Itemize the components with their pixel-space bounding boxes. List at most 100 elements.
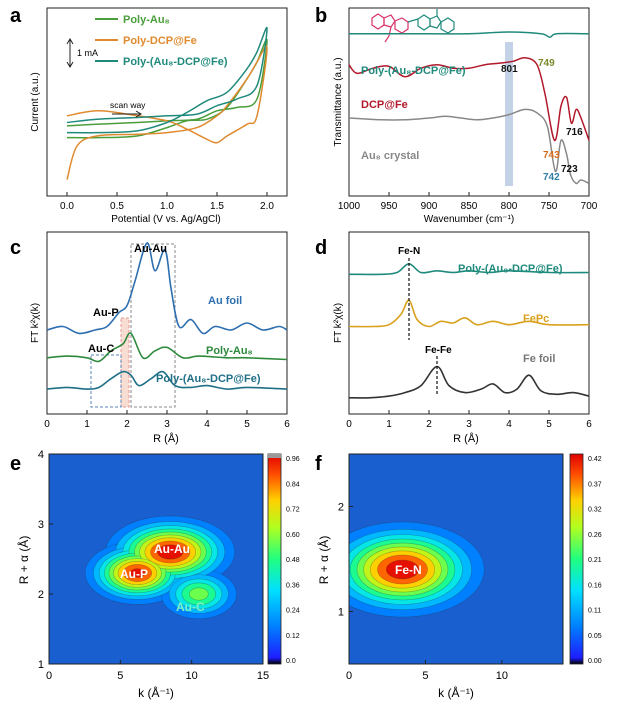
panel-a-series — [66, 26, 268, 180]
e-contour-au-c-4 — [189, 587, 209, 601]
panel-c-xlabel: R (Å) — [153, 432, 179, 445]
panel-f-colorbar — [569, 453, 584, 665]
panel-c: c 0 1 2 3 4 5 6 R (Å) FT k²χ(k) Au-Au Au-P Au-… — [10, 231, 290, 445]
a-xticks-label-1-0: 1.0 — [160, 201, 174, 212]
panel-a: a 0.0 0.5 1.0 1.5 2.0 Potential (V vs. Ag/Ag… — [10, 5, 288, 225]
e-cbticks-label-6: 0.24 — [286, 608, 300, 615]
label-au8-crystal: Au₈ crystal — [361, 150, 419, 162]
cv-loop-poly-dcp-fe — [66, 45, 268, 180]
a-xticks-label-2-0: 2.0 — [260, 201, 274, 212]
exafs-line-poly-au-dcp-fe — [46, 370, 288, 390]
d-xticks-label-6: 6 — [586, 419, 592, 430]
legend-label-poly-dcp-fe: Poly-DCP@Fe — [123, 35, 197, 47]
e-ticks-x-label-5: 5 — [117, 670, 123, 682]
d-xticks-label-0: 0 — [346, 419, 352, 430]
f-cbticks-label-7: 0.05 — [588, 633, 602, 640]
b-xticks-label-950: 950 — [381, 201, 398, 212]
panel-a-ylabel: Current (a.u.) — [30, 72, 41, 131]
f-cbticks-label-8: 0.00 — [588, 658, 602, 665]
label-fe-n: Fe-N — [398, 246, 420, 257]
molecule-structure-icon — [371, 9, 455, 43]
region-box-au-p — [120, 317, 130, 408]
ftir-line-au-crystal — [348, 108, 590, 185]
d-xticks-label-4: 4 — [506, 419, 512, 430]
a-xticks-label-0-0: 0.0 — [60, 201, 74, 212]
f-ticks-x-label-10: 10 — [496, 670, 508, 682]
peak-723: 723 — [561, 164, 578, 175]
f-ticks-y-label-1: 1 — [338, 607, 344, 619]
panel-e-colorbar-ticks: 0.96 0.84 0.72 0.60 0.48 0.36 0.24 0.12 0.0 — [286, 456, 300, 665]
ftir-line-dcp-fe — [348, 57, 590, 142]
f-ticks-x-label-5: 5 — [422, 670, 428, 682]
c-xticks-label-3: 3 — [164, 419, 170, 430]
b-xticks-label-850: 850 — [461, 201, 478, 212]
panel-d: d 0 1 2 3 4 5 6 R (Å) FT k²χ(k) Fe-N Fe-Fe Pol… — [315, 231, 592, 445]
e-cbticks-label-1: 0.84 — [286, 481, 300, 488]
panel-e-xlabel: k (Å⁻¹) — [138, 685, 174, 700]
heatmap-label-au-p: Au-P — [120, 567, 148, 581]
panel-c-xticks: 0 1 2 3 4 5 6 — [44, 410, 290, 430]
d-xticks-label-5: 5 — [546, 419, 552, 430]
exafs-line-fepc — [348, 299, 590, 328]
panel-d-frame — [348, 231, 590, 415]
panel-b-letter: b — [315, 5, 327, 27]
e-cbticks-label-8: 0.0 — [286, 658, 296, 665]
panel-e-colorbar-cap — [268, 454, 281, 458]
scale-bar-arrows — [66, 38, 74, 68]
e-contour-au-au-8 — [157, 544, 184, 560]
region-box-au-c — [90, 354, 122, 408]
panel-c-region-boxes — [90, 243, 176, 408]
peak-716: 716 — [566, 127, 583, 138]
d-xticks-label-1: 1 — [386, 419, 392, 430]
peak-743: 743 — [543, 150, 560, 161]
panel-c-series — [46, 242, 288, 390]
panel-d-letter: d — [315, 237, 327, 259]
panel-a-xticks: 0.0 0.5 1.0 1.5 2.0 — [60, 192, 274, 212]
label-poly-au8-dcp-fe-c: Poly-(Au₈-DCP@Fe) — [156, 373, 261, 385]
c-xticks-label-4: 4 — [204, 419, 210, 430]
f-cbticks-label-1: 0.37 — [588, 481, 602, 488]
panel-f-heatmap — [349, 521, 485, 618]
panel-e-ylabel: R + α (Å) — [16, 536, 31, 585]
panel-b: b 1000 950 900 850 800 750 700 Wavenumber (cm⁻… — [315, 5, 598, 225]
label-fe-fe: Fe-Fe — [425, 345, 452, 356]
panel-f-letter: f — [315, 453, 322, 475]
e-ticks-x-label-0: 0 — [46, 670, 52, 682]
e-ticks-y-label-3: 3 — [38, 519, 44, 531]
panel-d-ylabel: FT k²χ(k) — [333, 303, 344, 343]
label-poly-au8-dcp-fe-d: Poly-(Au₈-DCP@Fe) — [458, 263, 563, 275]
exafs-line-fe-foil — [348, 365, 590, 399]
scale-bar-label: 1 mA — [77, 48, 98, 58]
c-xticks-label-5: 5 — [244, 419, 250, 430]
panel-e-frame — [48, 453, 264, 665]
panel-b-xlabel: Wavenumber (cm⁻¹) — [424, 214, 514, 225]
panel-f: f 0 5 10 1 2 0.42 0.37 0.32 0.26 0.21 0.16 0.11 0.0… — [315, 453, 602, 700]
f-cbticks-label-2: 0.32 — [588, 507, 602, 514]
peak-742: 742 — [543, 172, 560, 183]
scan-way-label: scan way — [110, 100, 146, 110]
panel-d-series — [348, 262, 590, 399]
panel-a-legend: Poly-Au₈ Poly-DCP@Fe Poly-(Au₈-DCP@Fe) — [95, 14, 228, 68]
label-au-foil: Au foil — [208, 295, 242, 307]
label-fepc: FePc — [523, 313, 549, 325]
panel-e-letter: e — [10, 453, 21, 475]
e-contour-au-p-8 — [129, 568, 146, 578]
legend-label-poly-au8: Poly-Au₈ — [123, 14, 170, 26]
label-au-au: Au-Au — [134, 243, 167, 255]
exafs-line-poly-au — [46, 332, 288, 363]
b-xticks-label-750: 750 — [541, 201, 558, 212]
f-cbticks-label-0: 0.42 — [588, 456, 602, 463]
legend-label-poly-au8-dcp-fe: Poly-(Au₈-DCP@Fe) — [123, 56, 228, 68]
e-ticks-y-label-2: 2 — [38, 589, 44, 601]
e-cbticks-label-3: 0.60 — [286, 532, 300, 539]
label-poly-au8: Poly-Au₈ — [206, 345, 253, 357]
panel-c-letter: c — [10, 237, 21, 259]
peak-801: 801 — [501, 64, 518, 75]
a-xticks-label-1-5: 1.5 — [210, 201, 224, 212]
panel-a-xlabel: Potential (V vs. Ag/AgCl) — [111, 214, 221, 225]
f-contour-fe-n-8 — [385, 559, 420, 580]
e-ticks-x-label-15: 15 — [257, 670, 269, 682]
e-ticks-x-label-10: 10 — [186, 670, 198, 682]
label-fe-foil: Fe foil — [523, 353, 555, 365]
